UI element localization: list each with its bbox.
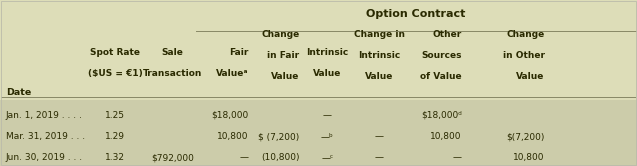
Text: —ᵇ: —ᵇ	[321, 132, 334, 141]
Text: 1.32: 1.32	[105, 153, 125, 162]
Text: Jun. 30, 2019 . . .: Jun. 30, 2019 . . .	[6, 153, 83, 162]
Text: 1.29: 1.29	[105, 132, 125, 141]
Text: Option Contract: Option Contract	[366, 9, 466, 19]
Text: Value: Value	[313, 69, 341, 78]
Text: Value: Value	[271, 72, 299, 81]
Text: Change in: Change in	[354, 30, 405, 39]
Text: $ (7,200): $ (7,200)	[258, 132, 299, 141]
Text: in Other: in Other	[503, 51, 545, 60]
Text: Spot Rate: Spot Rate	[90, 48, 140, 57]
Text: Change: Change	[261, 30, 299, 39]
Text: Mar. 31, 2019 . . .: Mar. 31, 2019 . . .	[6, 132, 85, 141]
Text: Sources: Sources	[421, 51, 462, 60]
Text: Date: Date	[6, 88, 31, 97]
Text: —: —	[240, 153, 248, 162]
Text: $792,000: $792,000	[151, 153, 194, 162]
Text: in Fair: in Fair	[268, 51, 299, 60]
Text: Intrinsic: Intrinsic	[358, 51, 401, 60]
Bar	[0, 100, 637, 166]
Text: Sale: Sale	[161, 48, 183, 57]
Text: Transaction: Transaction	[143, 69, 202, 78]
Text: $18,000ᵈ: $18,000ᵈ	[421, 111, 462, 120]
Bar	[0, 0, 637, 100]
Text: 10,800: 10,800	[431, 132, 462, 141]
Text: Other: Other	[433, 30, 462, 39]
Text: —: —	[375, 153, 384, 162]
Text: 10,800: 10,800	[513, 153, 545, 162]
Text: (10,800): (10,800)	[261, 153, 299, 162]
Text: Value: Value	[365, 72, 394, 81]
Text: $(7,200): $(7,200)	[506, 132, 545, 141]
Text: $18,000: $18,000	[211, 111, 248, 120]
Text: —ᶜ: —ᶜ	[321, 153, 334, 162]
Text: Change: Change	[506, 30, 545, 39]
Text: of Value: of Value	[420, 72, 462, 81]
Text: —: —	[323, 111, 332, 120]
Text: ($US = €1): ($US = €1)	[88, 69, 142, 78]
Text: —: —	[453, 153, 462, 162]
Text: 1.25: 1.25	[105, 111, 125, 120]
Text: Jan. 1, 2019 . . . .: Jan. 1, 2019 . . . .	[6, 111, 83, 120]
Text: Value: Value	[516, 72, 545, 81]
Text: Valueᵃ: Valueᵃ	[216, 69, 248, 78]
Text: Fair: Fair	[229, 48, 248, 57]
Text: —: —	[375, 132, 384, 141]
Text: Intrinsic: Intrinsic	[306, 48, 348, 57]
Text: 10,800: 10,800	[217, 132, 248, 141]
